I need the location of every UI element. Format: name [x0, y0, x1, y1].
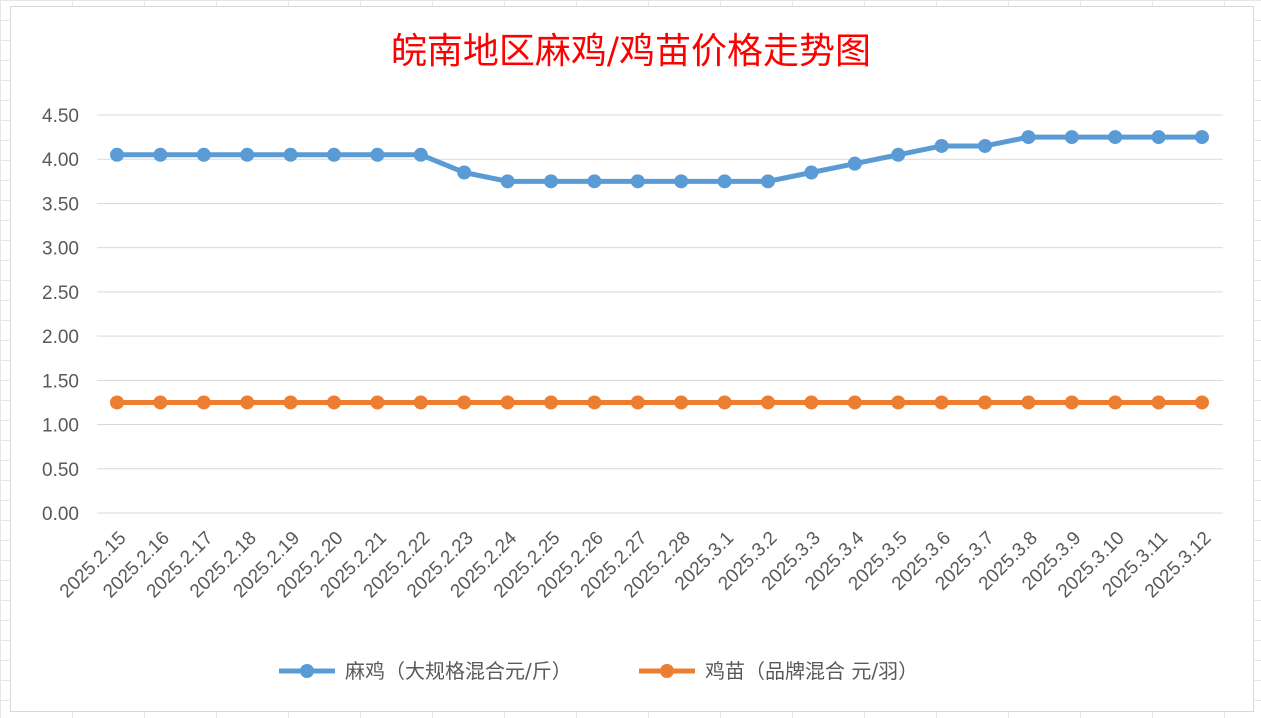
- data-point: [544, 395, 558, 410]
- data-point: [110, 147, 124, 162]
- y-tick-label: 3.50: [42, 194, 79, 215]
- data-point: [1021, 395, 1036, 410]
- x-axis-ticks: 2025.2.152025.2.162025.2.172025.2.182025…: [56, 527, 1216, 602]
- data-point: [457, 165, 472, 180]
- y-tick-label: 0.00: [42, 504, 79, 525]
- data-point: [370, 147, 385, 162]
- y-tick-label: 2.00: [42, 327, 79, 348]
- data-point: [587, 395, 602, 410]
- series-line: [117, 134, 1202, 184]
- legend-label: 鸡苗（品牌混合 元/羽）: [705, 659, 918, 683]
- data-point: [283, 395, 298, 410]
- data-point: [327, 147, 341, 162]
- data-point: [457, 395, 472, 410]
- data-point: [804, 165, 819, 180]
- data-point: [500, 395, 515, 410]
- legend: 麻鸡（大规格混合元/斤） 鸡苗（品牌混合 元/羽）: [279, 659, 918, 683]
- data-point: [847, 395, 862, 410]
- y-tick-label: 4.00: [42, 150, 79, 171]
- data-point: [1108, 130, 1123, 145]
- data-point: [153, 147, 168, 162]
- data-point: [544, 174, 558, 189]
- data-point: [1195, 395, 1209, 410]
- data-point: [196, 147, 211, 162]
- data-point: [717, 395, 732, 410]
- data-point: [1151, 130, 1166, 145]
- data-point: [240, 147, 255, 162]
- series-2: [110, 395, 1209, 410]
- legend-label: 麻鸡（大规格混合元/斤）: [345, 659, 572, 683]
- y-tick-label: 1.50: [42, 371, 79, 392]
- data-point: [110, 395, 124, 410]
- data-point: [1195, 130, 1209, 145]
- data-point: [630, 395, 645, 410]
- data-point: [674, 395, 689, 410]
- data-point: [761, 174, 775, 189]
- data-point: [630, 174, 645, 189]
- chart-title: 皖南地区麻鸡/鸡苗价格走势图: [391, 31, 871, 72]
- data-point: [891, 395, 906, 410]
- data-point: [891, 147, 906, 162]
- data-point: [1021, 130, 1036, 145]
- data-point: [587, 174, 602, 189]
- y-tick-label: 1.00: [42, 416, 79, 437]
- data-point: [1064, 130, 1079, 145]
- data-point: [934, 395, 949, 410]
- data-point: [413, 147, 428, 162]
- data-point: [1151, 395, 1166, 410]
- data-point: [370, 395, 385, 410]
- data-point: [327, 395, 341, 410]
- data-point: [804, 395, 819, 410]
- line-chart: 皖南地区麻鸡/鸡苗价格走势图 0.00 0.50 1.00 1.50 2.00 2.50 3…: [42, 31, 1223, 683]
- data-point: [283, 147, 298, 162]
- data-point: [240, 395, 255, 410]
- data-point: [934, 138, 949, 153]
- data-point: [153, 395, 168, 410]
- legend-marker: [660, 664, 674, 678]
- data-point: [1108, 395, 1123, 410]
- series-layer: [110, 130, 1209, 410]
- grid-lines: [97, 114, 1223, 514]
- data-point: [847, 156, 862, 171]
- data-point: [717, 174, 732, 189]
- y-tick-label: 4.50: [42, 106, 79, 127]
- data-point: [978, 138, 992, 153]
- y-axis-ticks: 0.00 0.50 1.00 1.50 2.00 2.50 3.00 3.50 4.00 4.50: [42, 106, 79, 525]
- data-point: [978, 395, 992, 410]
- data-point: [196, 395, 211, 410]
- chart-frame[interactable]: 皖南地区麻鸡/鸡苗价格走势图 0.00 0.50 1.00 1.50 2.00 2.50 3…: [10, 6, 1254, 712]
- data-point: [1064, 395, 1079, 410]
- y-tick-label: 2.50: [42, 283, 79, 304]
- y-tick-label: 0.50: [42, 460, 79, 481]
- data-point: [413, 395, 428, 410]
- data-point: [761, 395, 775, 410]
- legend-marker: [300, 664, 314, 678]
- data-point: [500, 174, 515, 189]
- y-tick-label: 3.00: [42, 239, 79, 260]
- data-point: [674, 174, 689, 189]
- series-1: [110, 130, 1209, 189]
